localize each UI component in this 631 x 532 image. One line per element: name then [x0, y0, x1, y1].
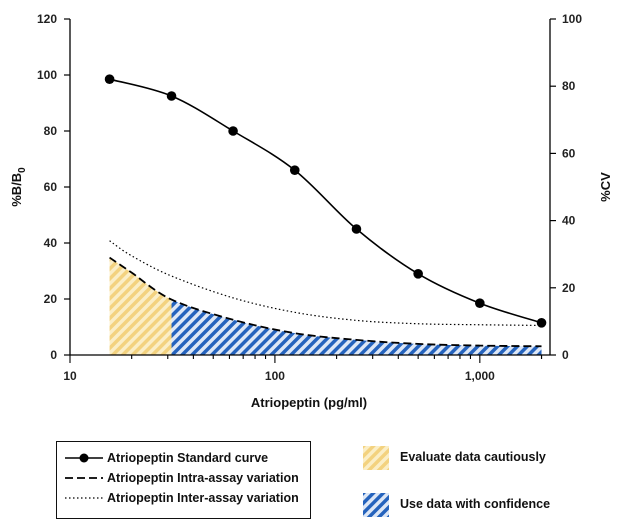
y-right-tick-label-0: 0: [562, 348, 569, 362]
series-line-intra-assay: [109, 256, 542, 348]
x-tick-label-1000: 1,000: [465, 369, 495, 383]
data-point-standard-1: [104, 74, 115, 84]
region-evaluate-cautiously: [109, 257, 172, 355]
legend-label-standard-curve: Atriopeptin Standard curve: [107, 451, 269, 465]
y-left-tick-label-100: 100: [37, 68, 57, 82]
legend-item-standard-curve: Atriopeptin Standard curve: [57, 450, 310, 468]
legend-label-use-with-confidence: Use data with confidence: [400, 497, 551, 511]
data-point-standard-7: [475, 298, 485, 309]
y-axis-right-title: %CV: [598, 172, 613, 202]
data-point-standard-2: [166, 91, 177, 101]
legend-item-inter-assay: Atriopeptin Inter-assay variation: [57, 490, 310, 508]
y-left-tick-label-60: 60: [44, 180, 58, 194]
region-use-with-confidence: [171, 299, 542, 355]
legend-item-intra-assay: Atriopeptin Intra-assay variation: [57, 470, 310, 488]
data-point-standard-3: [228, 126, 238, 136]
y-left-tick-label-120: 120: [37, 12, 57, 26]
y-left-tick-label-0: 0: [50, 348, 57, 362]
y-left-tick-label-80: 80: [44, 124, 58, 138]
y-right-tick-label-60: 60: [562, 146, 576, 160]
y-axis-left-title-subscript: 0: [17, 167, 28, 173]
axis-layer: 0 20 40 60 80 100 120 0 20 40 60 80 100 10 100 1,000: [37, 12, 582, 383]
y-axis-left-title-main: %B/B: [9, 173, 24, 207]
y-right-tick-label-20: 20: [562, 281, 576, 295]
x-axis-title: Atriopeptin (pg/ml): [251, 395, 367, 410]
y-left-tick-label-20: 20: [44, 292, 58, 306]
y-axis-left-title: %B/B0: [9, 167, 28, 207]
data-point-standard-8: [536, 318, 547, 328]
legend-swatch-dashed: [65, 477, 103, 479]
y-right-tick-label-40: 40: [562, 214, 576, 228]
marker-layer: [104, 74, 547, 328]
line-legend: Atriopeptin Standard curve Atriopeptin I…: [56, 441, 311, 519]
legend-label-intra-assay: Atriopeptin Intra-assay variation: [107, 471, 299, 485]
y-right-tick-label-80: 80: [562, 79, 576, 93]
legend-swatch-blue-hatch: [363, 493, 389, 517]
data-point-standard-4: [289, 165, 300, 175]
data-point-standard-6: [413, 269, 423, 279]
x-tick-label-10: 10: [63, 369, 77, 383]
x-tick-label-100: 100: [265, 369, 285, 383]
legend-label-evaluate-cautiously: Evaluate data cautiously: [400, 450, 546, 464]
series-line-inter-assay: [109, 240, 542, 327]
data-point-standard-5: [351, 224, 362, 234]
legend-label-inter-assay: Atriopeptin Inter-assay variation: [107, 491, 299, 505]
legend-swatch-dotted: [65, 497, 103, 499]
y-left-tick-label-40: 40: [44, 236, 58, 250]
legend-swatch-solid-marker: [65, 453, 103, 463]
region-layer: [109, 257, 542, 355]
line-layer: [109, 78, 542, 348]
y-right-tick-label-100: 100: [562, 12, 582, 26]
series-line-standard-curve: [109, 78, 542, 324]
legend-swatch-yellow-hatch: [363, 446, 389, 470]
label-layer: Atriopeptin (pg/ml) %B/B0 %CV: [9, 167, 613, 410]
